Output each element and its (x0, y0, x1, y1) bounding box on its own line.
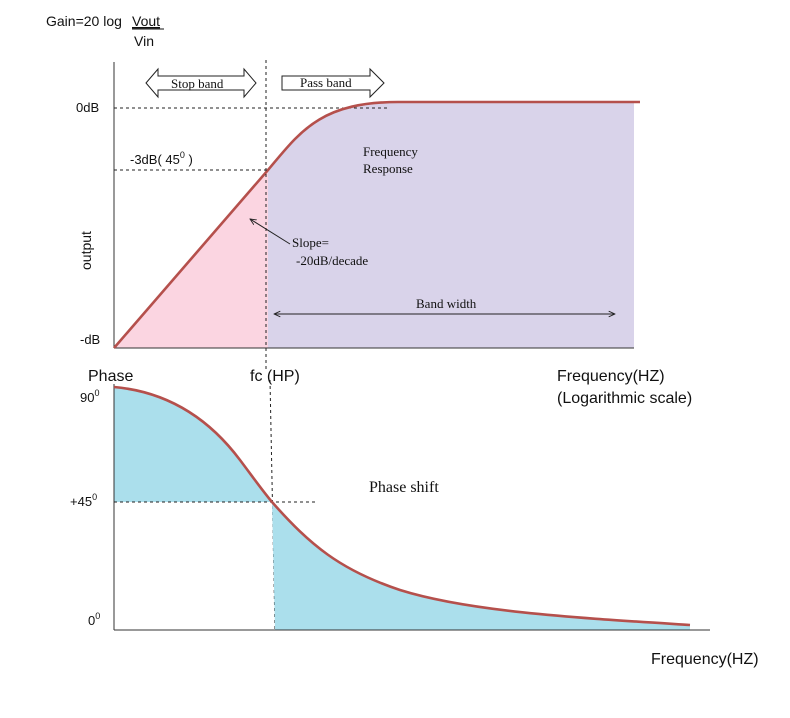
gain-formula-prefix: Gain=20 log (46, 13, 122, 29)
pass-band-label: Pass band (300, 75, 352, 90)
phase-shift-curve (113, 385, 691, 627)
pass-band-arrow (281, 67, 385, 99)
gain-response-curve (113, 100, 640, 349)
frequency-response-label-line2: Response (363, 161, 413, 176)
gain-formula-denominator: Vin (134, 33, 154, 49)
phase-shift-label: Phase shift (369, 479, 439, 496)
phase-tick-45: +450 (70, 492, 97, 509)
phase-tick-0: 00 (88, 611, 100, 628)
stop-band-arrow (145, 67, 257, 99)
phase-region-pass (272, 502, 690, 630)
slope-pointer-arrow (250, 219, 291, 245)
phase-plot: 900 +450 00 Phase shift Frequency(HZ) (70, 384, 759, 668)
phase-tick-90: 900 (80, 388, 99, 405)
phase-plot-title: Phase (88, 368, 133, 385)
slope-label-line1: Slope= (292, 235, 329, 250)
slope-label-line2: -20dB/decade (296, 253, 368, 268)
gain-xlabel-line2: (Logarithmic scale) (557, 390, 692, 407)
gain-ylabel: output (78, 231, 94, 270)
gain-tick-minus-db: -dB (80, 332, 100, 347)
phase-region-stop (114, 387, 272, 502)
frequency-response-label-line1: Frequency (363, 144, 418, 159)
gain-tick-0db: 0dB (76, 100, 99, 115)
gain-tick-minus3db: -3dB( 450 ) (130, 150, 193, 167)
stop-band-label: Stop band (171, 76, 224, 91)
cutoff-frequency-label: fc (HP) (250, 368, 300, 385)
phase-xlabel: Frequency(HZ) (651, 651, 759, 668)
bandwidth-label: Band width (416, 296, 477, 311)
gain-xlabel-line1: Frequency(HZ) (557, 368, 665, 385)
pass-band-region (268, 102, 634, 348)
gain-formula-numerator: Vout (132, 13, 160, 29)
gain-plot: 0dB -3dB( 450 ) -dB output Stop band Pas… (76, 62, 640, 349)
